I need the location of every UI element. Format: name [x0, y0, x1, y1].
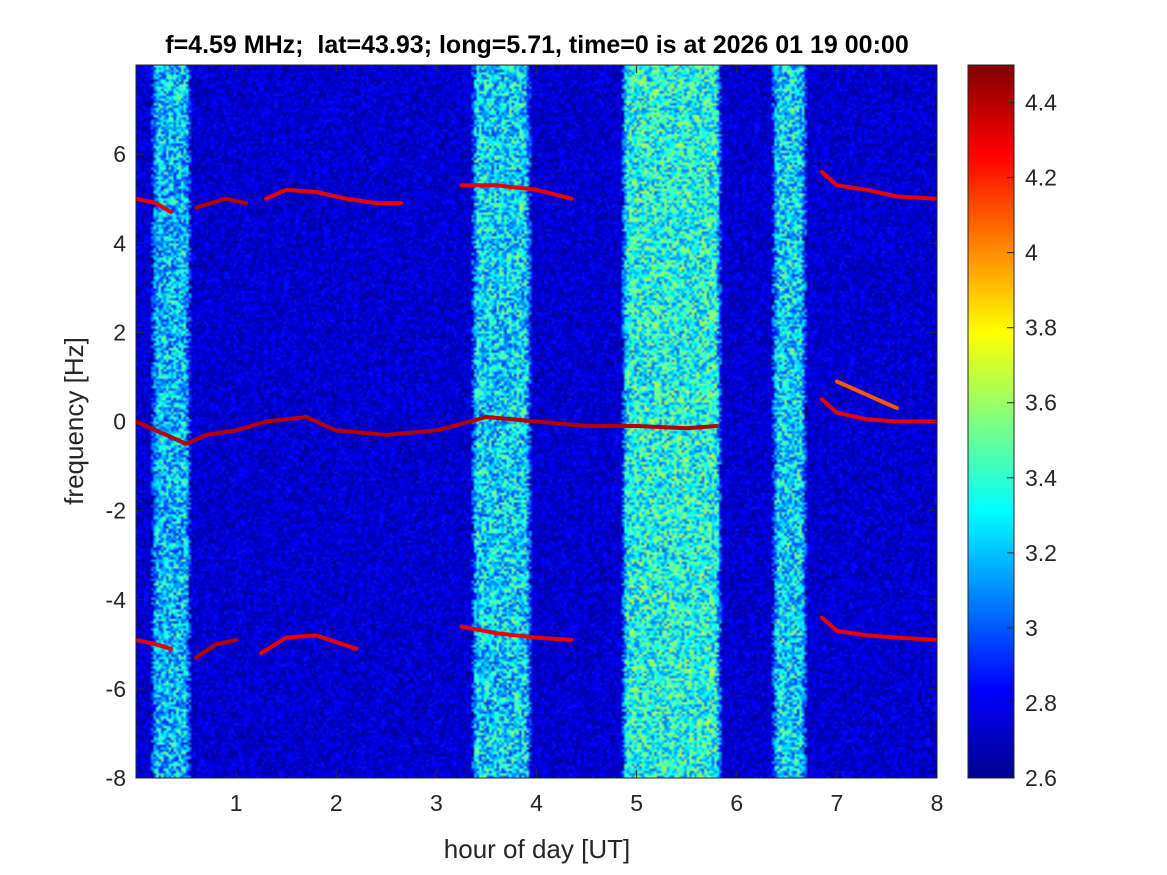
chart-title: f=4.59 MHz; lat=43.93; long=5.71, time=0… [165, 31, 908, 59]
colorbar-ticks: 2.6 2.8 3 3.2 3.4 3.6 3.8 4 4.2 4.4 [1007, 90, 1057, 791]
x-axis-label: hour of day [UT] [444, 834, 630, 864]
colorbar-tick-label: 4.2 [1025, 165, 1057, 191]
x-tick-label: 7 [830, 790, 843, 816]
doppler-trace [194, 196, 249, 210]
y-tick-label: -2 [106, 498, 126, 524]
doppler-trace [459, 624, 574, 642]
colorbar-tick-label: 2.6 [1025, 765, 1057, 791]
colorbar: 2.6 2.8 3 3.2 3.4 3.6 3.8 4 4.2 4.4 [967, 64, 1057, 791]
colorbar-tick-label: 3.6 [1025, 390, 1057, 416]
y-tick-label: -6 [106, 676, 126, 702]
doppler-trace [136, 196, 173, 215]
plot-area [135, 64, 938, 779]
doppler-trace [136, 415, 719, 446]
x-tick-label: 4 [530, 790, 543, 816]
y-tick-label: 0 [113, 409, 126, 435]
colorbar-tick-label: 4.4 [1025, 90, 1057, 116]
x-axis: 1 2 3 4 5 6 7 8 [230, 65, 944, 816]
x-tick-label: 3 [430, 790, 443, 816]
doppler-trace [819, 397, 937, 424]
doppler-trace-layer [136, 170, 937, 660]
doppler-trace [194, 637, 239, 660]
x-tick-label: 2 [330, 790, 343, 816]
doppler-trace [264, 187, 404, 206]
x-tick-label: 1 [230, 790, 243, 816]
x-tick-label: 8 [931, 790, 944, 816]
colorbar-tick-label: 3.8 [1025, 315, 1057, 341]
y-tick-label: 2 [113, 319, 126, 345]
y-tick-label: -4 [106, 587, 127, 613]
doppler-trace [819, 170, 937, 201]
colorbar-tick-label: 4 [1025, 240, 1038, 266]
x-tick-label: 6 [730, 790, 743, 816]
colorbar-tick-label: 3 [1025, 615, 1038, 641]
y-tick-label: 6 [113, 141, 126, 167]
doppler-trace [834, 379, 899, 411]
colorbar-gradient [967, 64, 1015, 779]
y-axis-label: frequency [Hz] [59, 337, 89, 505]
y-tick-label: -8 [106, 765, 126, 791]
doppler-trace [259, 633, 359, 656]
doppler-trace [136, 637, 173, 651]
y-axis: -8 -6 -4 -2 0 2 4 6 [106, 141, 937, 791]
colorbar-tick-label: 3.2 [1025, 540, 1057, 566]
doppler-trace [819, 615, 937, 642]
colorbar-tick-label: 3.4 [1025, 465, 1057, 491]
x-tick-label: 5 [630, 790, 643, 816]
y-tick-label: 4 [113, 230, 126, 256]
colorbar-tick-label: 2.8 [1025, 690, 1057, 716]
doppler-trace [459, 183, 574, 201]
